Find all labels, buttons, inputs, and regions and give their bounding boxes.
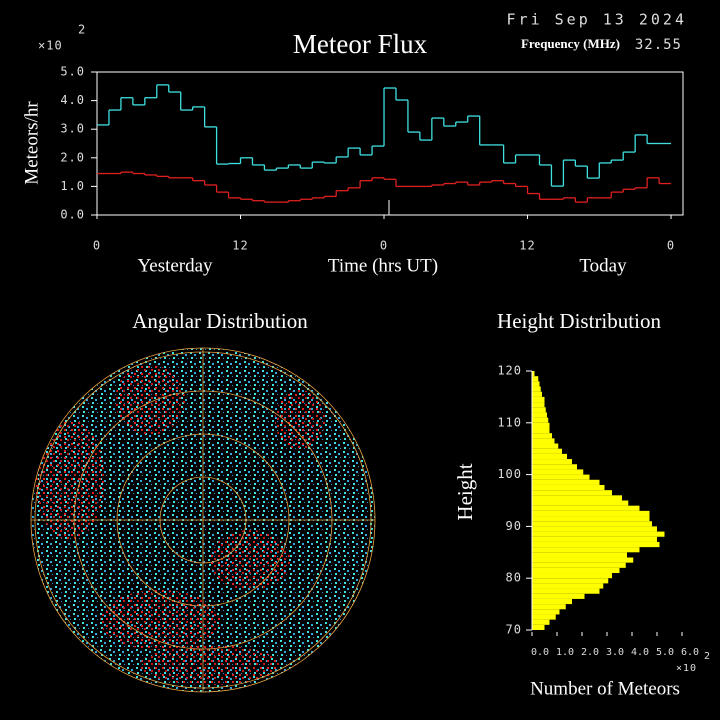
bar <box>532 469 584 475</box>
bar <box>532 396 545 403</box>
bar <box>532 386 541 392</box>
bar <box>532 495 622 501</box>
x-tick-label: 12 <box>519 239 535 253</box>
y-tick-label: 3.0 <box>60 122 85 136</box>
x-multiplier: ×10 <box>676 663 697 674</box>
bar <box>532 598 572 605</box>
bar <box>532 500 629 506</box>
bar <box>532 526 657 532</box>
y-tick-label: 70 <box>506 623 522 637</box>
bar <box>532 521 652 527</box>
bar <box>532 412 547 418</box>
frequency-label: Frequency (MHz) <box>521 36 620 51</box>
bar <box>532 536 657 542</box>
bar <box>532 541 660 548</box>
x-tick-label: 3.0 <box>606 647 624 658</box>
bar <box>532 604 566 610</box>
y-tick-label: 5.0 <box>60 65 85 79</box>
bar <box>532 547 640 553</box>
bar <box>532 567 620 574</box>
x-period-label: Yesterday <box>137 255 213 276</box>
bar <box>532 583 604 589</box>
x-tick-label: 12 <box>232 239 248 253</box>
bar <box>532 381 540 387</box>
x-tick-label: 0 <box>93 239 101 253</box>
y-tick-label: 80 <box>506 571 522 585</box>
bar <box>532 402 545 408</box>
y-tick-label: 120 <box>497 364 522 378</box>
bar <box>532 484 605 491</box>
bar <box>532 391 542 397</box>
bar <box>532 438 555 444</box>
bar <box>532 609 560 615</box>
y-axis-label: Meteors/hr <box>21 101 42 185</box>
bar <box>532 453 567 460</box>
bar <box>532 407 546 413</box>
bar <box>532 505 640 511</box>
bar <box>532 619 550 625</box>
bar <box>532 490 612 496</box>
y-tick-label: 110 <box>497 415 522 429</box>
x-tick-label: 6.0 <box>681 647 699 658</box>
bar <box>532 427 550 434</box>
plot-frame <box>96 71 684 216</box>
x-tick-label: 1.0 <box>556 647 574 658</box>
bar <box>532 371 535 377</box>
bar <box>532 573 612 579</box>
bar <box>532 474 590 480</box>
y-tick-label: 0.0 <box>60 208 85 222</box>
bar <box>532 588 600 594</box>
bar <box>532 443 559 449</box>
bar <box>532 614 556 620</box>
y-axis-label: Height <box>453 463 477 520</box>
y-multiplier-exp: 2 <box>78 23 86 37</box>
bar <box>532 531 665 537</box>
y-tick-label: 1.0 <box>60 179 85 193</box>
x-tick-label: 2.0 <box>581 647 599 658</box>
x-tick-label: 0 <box>667 239 675 253</box>
bar <box>532 593 585 599</box>
bar <box>532 422 550 428</box>
x-tick-label: 0 <box>380 239 388 253</box>
x-tick-label: 5.0 <box>656 647 674 658</box>
x-period-label: Today <box>579 255 627 276</box>
angular-plot <box>30 347 376 693</box>
y-multiplier: ×10 <box>38 39 63 53</box>
bar <box>532 516 650 522</box>
x-tick-label: 4.0 <box>631 647 649 658</box>
bar <box>532 464 577 470</box>
bar <box>532 376 539 382</box>
bar <box>532 510 650 517</box>
x-tick-label: 0.0 <box>531 647 549 658</box>
bar <box>532 562 626 568</box>
y-tick-label: 4.0 <box>60 93 85 107</box>
chart-title: Meteor Flux <box>293 29 428 59</box>
bar <box>532 459 572 465</box>
bar <box>532 552 627 558</box>
bar <box>532 479 600 485</box>
y-tick-label: 90 <box>506 519 522 533</box>
bar <box>532 417 549 423</box>
bar <box>532 448 562 454</box>
bar <box>532 433 552 439</box>
x-multiplier-exp: 2 <box>704 651 711 662</box>
date: Fri Sep 13 2024 <box>507 11 687 29</box>
frequency-value: 32.55 <box>635 37 682 53</box>
chart-title: Height Distribution <box>497 309 661 333</box>
y-tick-label: 100 <box>497 467 522 481</box>
bar <box>532 578 609 584</box>
bar <box>532 557 634 563</box>
chart-title: Angular Distribution <box>132 309 308 333</box>
y-tick-label: 2.0 <box>60 150 85 164</box>
bar <box>532 624 545 630</box>
x-axis-label: Number of Meteors <box>530 678 680 699</box>
x-axis-label: Time (hrs UT) <box>328 255 438 276</box>
